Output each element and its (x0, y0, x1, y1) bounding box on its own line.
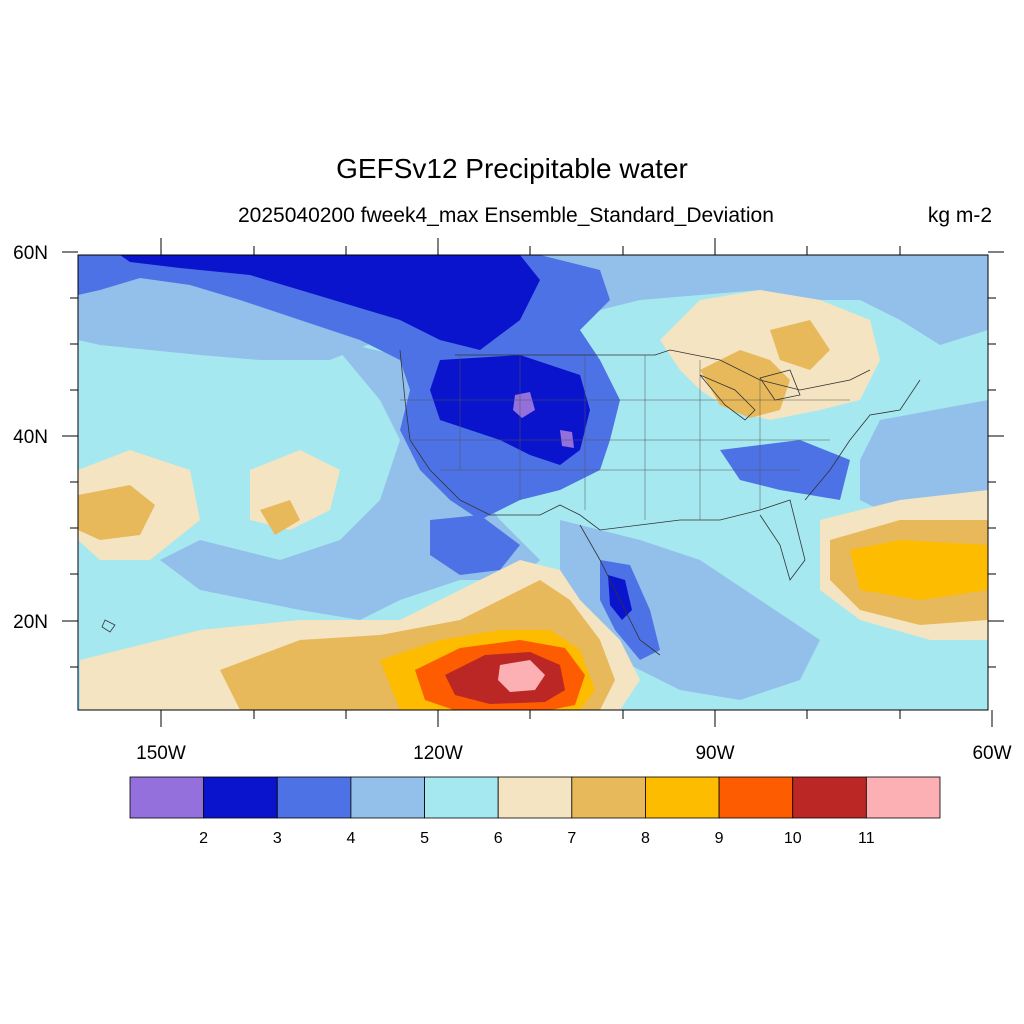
colorbar-label-10: 10 (784, 830, 802, 847)
colorbar-label-4: 4 (346, 830, 355, 847)
contour-level-8-greatlakes (700, 350, 790, 418)
colorbar-label-6: 6 (494, 830, 503, 847)
colorbar-swatch-6 (497, 776, 573, 819)
contour-level-2-b (560, 430, 574, 448)
colorbar-label-11: 11 (858, 830, 875, 847)
colorbar-swatch-8 (645, 776, 720, 819)
contour-level-8-ne (770, 320, 830, 370)
contour-level-12 (498, 660, 545, 692)
state-borders (400, 355, 850, 520)
contour-level-8-subtropic (260, 500, 300, 535)
lon-label-150w: 150W (136, 743, 186, 764)
contour-level-3-rockies (430, 355, 590, 465)
contour-level-2-a (513, 392, 535, 418)
lon-label-120w: 120W (413, 743, 463, 764)
contour-level-3-mexico (608, 575, 632, 620)
lat-label-40n: 40N (13, 427, 48, 448)
colorbar: 2 3 4 5 6 7 8 9 10 11 (129, 776, 941, 847)
map-field (78, 255, 988, 710)
map-title: GEFSv12 Precipitable water (336, 153, 688, 184)
colorbar-label-2: 2 (199, 830, 208, 847)
colorbar-swatch-2 (203, 776, 278, 819)
lon-label-60w: 60W (972, 743, 1011, 764)
contour-level-5-east (860, 400, 988, 520)
colorbar-swatch-11 (865, 776, 941, 819)
axis-ticks (62, 238, 1004, 727)
colorbar-label-9: 9 (715, 830, 724, 847)
contour-level-4-pacific (430, 515, 520, 575)
colorbar-swatch-9 (718, 776, 794, 819)
map-subtitle: 2025040200 fweek4_max Ensemble_Standard_… (238, 204, 774, 227)
colorbar-swatch-4 (350, 776, 425, 819)
contour-level-8-westpac (78, 485, 155, 540)
colorbar-swatch-3 (276, 776, 352, 819)
lon-label-90w: 90W (695, 743, 734, 764)
colorbar-label-8: 8 (641, 830, 650, 847)
colorbar-label-3: 3 (273, 830, 282, 847)
colorbar-swatch-10 (792, 776, 867, 819)
colorbar-label-5: 5 (420, 830, 429, 847)
lat-label-20n: 20N (13, 612, 48, 633)
contour-level-9-atlantic (850, 540, 988, 600)
colorbar-swatch-1 (129, 776, 205, 819)
colorbar-swatch-7 (571, 776, 646, 819)
colorbar-label-7: 7 (567, 830, 576, 847)
contour-level-3-canada (120, 255, 540, 350)
units-label: kg m-2 (927, 204, 992, 227)
colorbar-swatch-5 (424, 776, 499, 819)
lat-label-60n: 60N (13, 243, 48, 264)
